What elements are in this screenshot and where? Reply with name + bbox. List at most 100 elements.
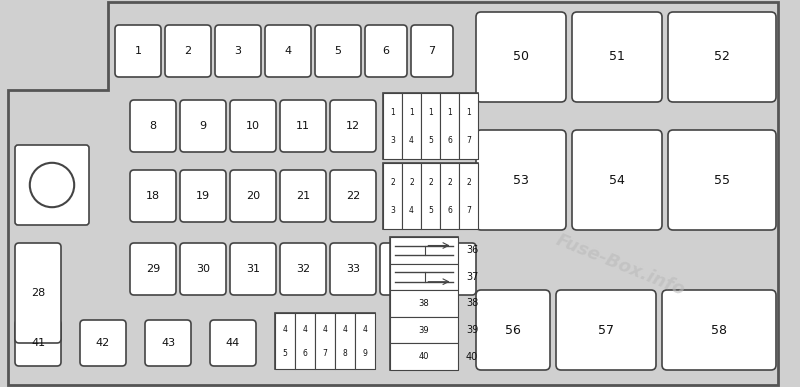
Text: 20: 20 bbox=[246, 191, 260, 201]
FancyBboxPatch shape bbox=[572, 12, 662, 102]
Text: 1: 1 bbox=[390, 108, 395, 117]
Text: 5: 5 bbox=[428, 136, 433, 145]
Text: 2: 2 bbox=[185, 46, 191, 56]
Bar bbox=[383, 163, 478, 229]
Bar bbox=[390, 317, 458, 343]
Text: 4: 4 bbox=[342, 325, 347, 334]
Bar bbox=[402, 93, 421, 159]
Text: 22: 22 bbox=[346, 191, 360, 201]
Bar bbox=[421, 93, 440, 159]
FancyBboxPatch shape bbox=[15, 243, 61, 343]
Text: 2: 2 bbox=[447, 178, 452, 187]
Text: 1: 1 bbox=[409, 108, 414, 117]
Text: 41: 41 bbox=[31, 338, 45, 348]
Text: 3: 3 bbox=[390, 206, 395, 215]
Text: 1: 1 bbox=[428, 108, 433, 117]
Text: 1: 1 bbox=[466, 108, 471, 117]
FancyBboxPatch shape bbox=[165, 25, 211, 77]
Bar bbox=[383, 163, 402, 229]
Text: 9: 9 bbox=[362, 349, 367, 358]
Text: 28: 28 bbox=[31, 288, 45, 298]
Text: 5: 5 bbox=[282, 349, 287, 358]
Text: 11: 11 bbox=[296, 121, 310, 131]
Text: 55: 55 bbox=[714, 173, 730, 187]
FancyBboxPatch shape bbox=[430, 243, 476, 295]
FancyBboxPatch shape bbox=[315, 25, 361, 77]
Text: 50: 50 bbox=[513, 50, 529, 63]
Text: 4: 4 bbox=[409, 206, 414, 215]
FancyBboxPatch shape bbox=[210, 320, 256, 366]
Text: 34: 34 bbox=[396, 264, 410, 274]
Text: 7: 7 bbox=[322, 349, 327, 358]
Bar bbox=[459, 93, 478, 159]
Bar bbox=[390, 264, 458, 290]
Polygon shape bbox=[8, 2, 778, 385]
FancyBboxPatch shape bbox=[330, 170, 376, 222]
Text: 3: 3 bbox=[234, 46, 242, 56]
Text: 42: 42 bbox=[96, 338, 110, 348]
Text: 5: 5 bbox=[428, 206, 433, 215]
Bar bbox=[459, 163, 478, 229]
Bar bbox=[421, 163, 440, 229]
FancyBboxPatch shape bbox=[230, 100, 276, 152]
FancyBboxPatch shape bbox=[556, 290, 656, 370]
Text: 4: 4 bbox=[409, 136, 414, 145]
Text: 51: 51 bbox=[609, 50, 625, 63]
FancyBboxPatch shape bbox=[668, 12, 776, 102]
Text: 57: 57 bbox=[598, 324, 614, 337]
Text: 21: 21 bbox=[296, 191, 310, 201]
FancyBboxPatch shape bbox=[180, 100, 226, 152]
Text: 30: 30 bbox=[196, 264, 210, 274]
Bar bbox=[390, 343, 458, 370]
Text: 4: 4 bbox=[285, 46, 291, 56]
Text: 52: 52 bbox=[714, 50, 730, 63]
Text: 6: 6 bbox=[382, 46, 390, 56]
FancyBboxPatch shape bbox=[130, 100, 176, 152]
Text: 44: 44 bbox=[226, 338, 240, 348]
Text: 35: 35 bbox=[446, 264, 460, 274]
Bar bbox=[275, 313, 375, 369]
Text: 18: 18 bbox=[146, 191, 160, 201]
Text: 6: 6 bbox=[447, 206, 452, 215]
Text: 33: 33 bbox=[346, 264, 360, 274]
FancyBboxPatch shape bbox=[15, 145, 89, 225]
FancyBboxPatch shape bbox=[180, 243, 226, 295]
Bar bbox=[315, 313, 335, 369]
Bar bbox=[440, 93, 459, 159]
Text: 40: 40 bbox=[466, 352, 478, 362]
Text: 37: 37 bbox=[466, 272, 478, 282]
FancyBboxPatch shape bbox=[330, 243, 376, 295]
Text: 7: 7 bbox=[466, 206, 471, 215]
FancyBboxPatch shape bbox=[280, 100, 326, 152]
FancyBboxPatch shape bbox=[145, 320, 191, 366]
Bar bbox=[383, 93, 402, 159]
Text: 5: 5 bbox=[334, 46, 342, 56]
Bar bbox=[440, 163, 459, 229]
Bar bbox=[335, 313, 355, 369]
FancyBboxPatch shape bbox=[280, 243, 326, 295]
Text: 29: 29 bbox=[146, 264, 160, 274]
Bar bbox=[275, 313, 295, 369]
Text: 10: 10 bbox=[246, 121, 260, 131]
Text: 2: 2 bbox=[409, 178, 414, 187]
Text: 38: 38 bbox=[418, 299, 430, 308]
Text: 43: 43 bbox=[161, 338, 175, 348]
FancyBboxPatch shape bbox=[280, 170, 326, 222]
Text: 36: 36 bbox=[466, 245, 478, 255]
Text: 38: 38 bbox=[466, 298, 478, 308]
FancyBboxPatch shape bbox=[265, 25, 311, 77]
FancyBboxPatch shape bbox=[380, 243, 426, 295]
FancyBboxPatch shape bbox=[215, 25, 261, 77]
Text: 9: 9 bbox=[199, 121, 206, 131]
Text: 58: 58 bbox=[711, 324, 727, 337]
Text: 7: 7 bbox=[429, 46, 435, 56]
Text: 6: 6 bbox=[302, 349, 307, 358]
Bar bbox=[390, 237, 458, 264]
Text: 6: 6 bbox=[447, 136, 452, 145]
FancyBboxPatch shape bbox=[115, 25, 161, 77]
Text: 12: 12 bbox=[346, 121, 360, 131]
Text: 2: 2 bbox=[428, 178, 433, 187]
FancyBboxPatch shape bbox=[230, 243, 276, 295]
Text: 2: 2 bbox=[390, 178, 395, 187]
Bar bbox=[390, 290, 458, 317]
